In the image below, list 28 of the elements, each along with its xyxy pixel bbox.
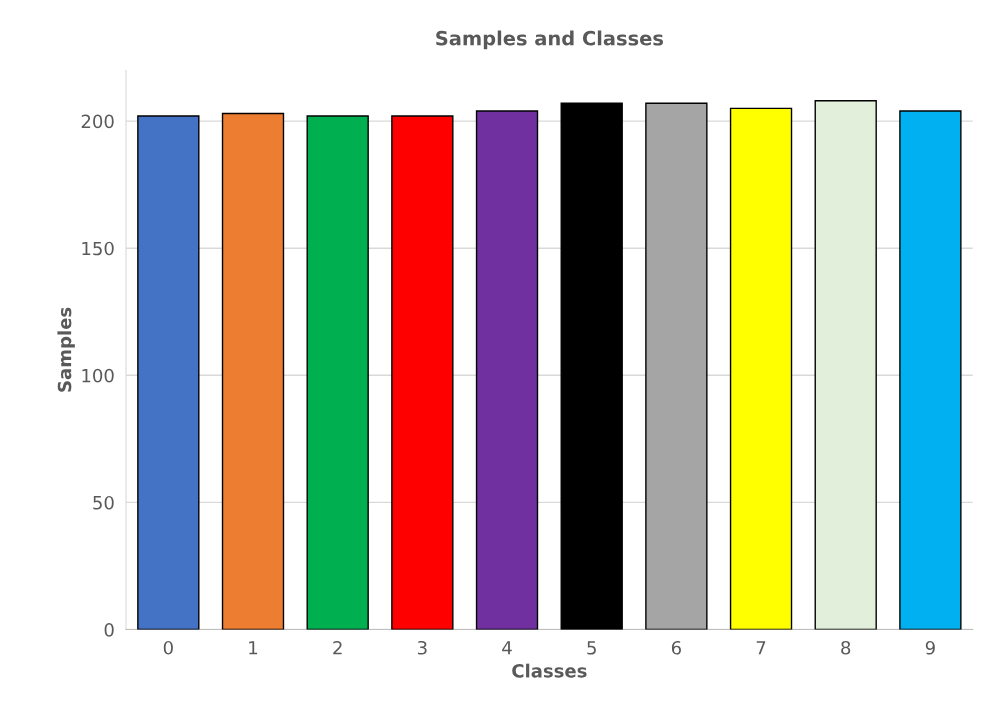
x-tick-label: 3: [417, 640, 427, 655]
bar: [137, 115, 200, 630]
bar: [221, 112, 285, 630]
y-axis-title: Samples: [57, 307, 75, 392]
x-axis-title: Classes: [512, 663, 587, 678]
bar: [729, 107, 793, 630]
x-tick-label: 7: [756, 641, 766, 655]
y-tick-label: 100: [82, 368, 114, 383]
bar: [899, 110, 962, 630]
bar: [391, 115, 454, 630]
bar: [560, 102, 623, 630]
bar: [306, 115, 369, 630]
chart-title: Samples and Classes: [436, 30, 663, 50]
x-tick-label: 6: [671, 640, 681, 655]
x-tick-label: 5: [587, 641, 596, 655]
y-tick-label: 150: [82, 241, 114, 256]
x-tick-label: 1: [249, 641, 258, 655]
x-tick-label: 2: [333, 640, 342, 655]
bar: [814, 100, 877, 630]
x-tick-label: 0: [163, 640, 173, 655]
y-tick-label: 200: [81, 114, 114, 129]
y-tick-label: 50: [93, 495, 114, 510]
bar: [645, 102, 708, 630]
bar: [475, 110, 539, 630]
x-tick-label: 4: [502, 641, 512, 655]
x-tick-label: 8: [841, 640, 851, 655]
x-tick-label: 9: [925, 640, 935, 655]
y-tick-label: 0: [104, 622, 114, 637]
